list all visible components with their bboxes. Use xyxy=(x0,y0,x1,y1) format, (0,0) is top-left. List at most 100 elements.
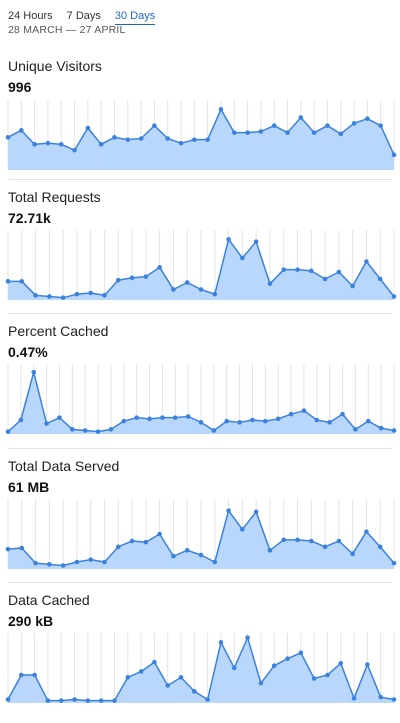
data-point[interactable] xyxy=(152,123,157,128)
data-point[interactable] xyxy=(258,680,264,686)
data-point[interactable] xyxy=(218,640,224,645)
data-point[interactable] xyxy=(308,538,314,543)
data-point[interactable] xyxy=(95,429,101,434)
data-point[interactable] xyxy=(377,276,383,281)
data-point[interactable] xyxy=(240,255,245,260)
data-point[interactable] xyxy=(218,107,224,112)
data-point[interactable] xyxy=(338,661,344,666)
data-point[interactable] xyxy=(143,273,149,279)
data-point[interactable] xyxy=(171,286,176,292)
data-point[interactable] xyxy=(85,698,91,703)
data-point[interactable] xyxy=(377,544,383,549)
data-point[interactable] xyxy=(378,123,383,128)
data-point[interactable] xyxy=(281,537,287,542)
data-point[interactable] xyxy=(311,676,317,681)
data-point[interactable] xyxy=(226,507,231,513)
data-point[interactable] xyxy=(82,428,88,433)
data-point[interactable] xyxy=(60,294,66,300)
data-point[interactable] xyxy=(378,425,384,431)
data-point[interactable] xyxy=(322,276,328,281)
data-point[interactable] xyxy=(365,662,370,667)
data-point[interactable] xyxy=(60,562,66,568)
data-point[interactable] xyxy=(147,416,152,422)
data-point[interactable] xyxy=(258,129,264,134)
data-point[interactable] xyxy=(231,665,237,671)
data-point[interactable] xyxy=(19,278,25,284)
data-point[interactable] xyxy=(57,415,62,420)
data-point[interactable] xyxy=(226,236,231,242)
data-point[interactable] xyxy=(115,277,121,282)
data-point[interactable] xyxy=(336,269,342,274)
data-point[interactable] xyxy=(350,283,355,288)
data-point[interactable] xyxy=(281,266,287,272)
data-point[interactable] xyxy=(152,659,157,665)
data-point[interactable] xyxy=(5,546,11,551)
data-point[interactable] xyxy=(295,537,300,542)
data-point[interactable] xyxy=(32,672,37,678)
data-point[interactable] xyxy=(129,275,135,280)
data-point[interactable] xyxy=(115,544,121,549)
data-point[interactable] xyxy=(45,140,51,146)
data-point[interactable] xyxy=(340,411,345,417)
data-point[interactable] xyxy=(364,258,369,264)
data-point[interactable] xyxy=(205,137,210,142)
data-point[interactable] xyxy=(322,544,328,549)
data-point[interactable] xyxy=(33,292,38,298)
data-point[interactable] xyxy=(178,675,184,680)
data-point[interactable] xyxy=(47,561,52,567)
data-point[interactable] xyxy=(325,123,330,128)
data-point[interactable] xyxy=(98,698,104,703)
data-point[interactable] xyxy=(185,414,191,419)
data-point[interactable] xyxy=(295,266,300,272)
data-point[interactable] xyxy=(5,429,11,434)
data-point[interactable] xyxy=(138,669,144,674)
data-point[interactable] xyxy=(33,560,38,565)
data-point[interactable] xyxy=(271,663,277,668)
data-point[interactable] xyxy=(351,121,357,126)
data-point[interactable] xyxy=(165,683,171,688)
data-point[interactable] xyxy=(205,697,210,702)
data-point[interactable] xyxy=(353,427,358,432)
data-point[interactable] xyxy=(192,137,197,142)
data-point[interactable] xyxy=(365,116,370,121)
data-point[interactable] xyxy=(72,147,77,153)
data-point[interactable] xyxy=(121,418,127,424)
data-point[interactable] xyxy=(74,291,80,296)
data-point[interactable] xyxy=(391,293,397,299)
data-point[interactable] xyxy=(98,142,104,147)
data-point[interactable] xyxy=(157,531,162,536)
data-point[interactable] xyxy=(184,279,190,285)
data-point[interactable] xyxy=(351,696,357,701)
data-point[interactable] xyxy=(364,528,369,534)
data-point[interactable] xyxy=(237,420,242,425)
data-point[interactable] xyxy=(253,238,259,244)
data-point[interactable] xyxy=(311,130,317,135)
data-point[interactable] xyxy=(88,290,94,295)
data-point[interactable] xyxy=(44,421,49,426)
data-point[interactable] xyxy=(125,675,131,680)
data-point[interactable] xyxy=(285,656,290,661)
data-point[interactable] xyxy=(72,697,77,702)
data-point[interactable] xyxy=(32,142,37,147)
data-point[interactable] xyxy=(112,698,117,703)
data-point[interactable] xyxy=(184,547,190,553)
data-point[interactable] xyxy=(338,131,344,137)
data-point[interactable] xyxy=(327,420,332,425)
data-point[interactable] xyxy=(298,650,304,656)
data-point[interactable] xyxy=(5,135,11,140)
data-point[interactable] xyxy=(198,286,204,292)
data-point[interactable] xyxy=(138,136,144,141)
data-point[interactable] xyxy=(350,551,355,556)
data-point[interactable] xyxy=(378,694,383,700)
data-point[interactable] xyxy=(263,418,268,424)
tab-30-days[interactable]: 30 Days xyxy=(114,10,156,25)
data-point[interactable] xyxy=(88,556,94,562)
data-point[interactable] xyxy=(19,672,24,678)
data-point[interactable] xyxy=(5,697,11,702)
data-point[interactable] xyxy=(231,130,237,135)
data-point[interactable] xyxy=(171,553,176,558)
data-point[interactable] xyxy=(70,427,75,432)
data-point[interactable] xyxy=(308,268,314,273)
data-point[interactable] xyxy=(211,428,217,433)
data-point[interactable] xyxy=(267,280,273,286)
